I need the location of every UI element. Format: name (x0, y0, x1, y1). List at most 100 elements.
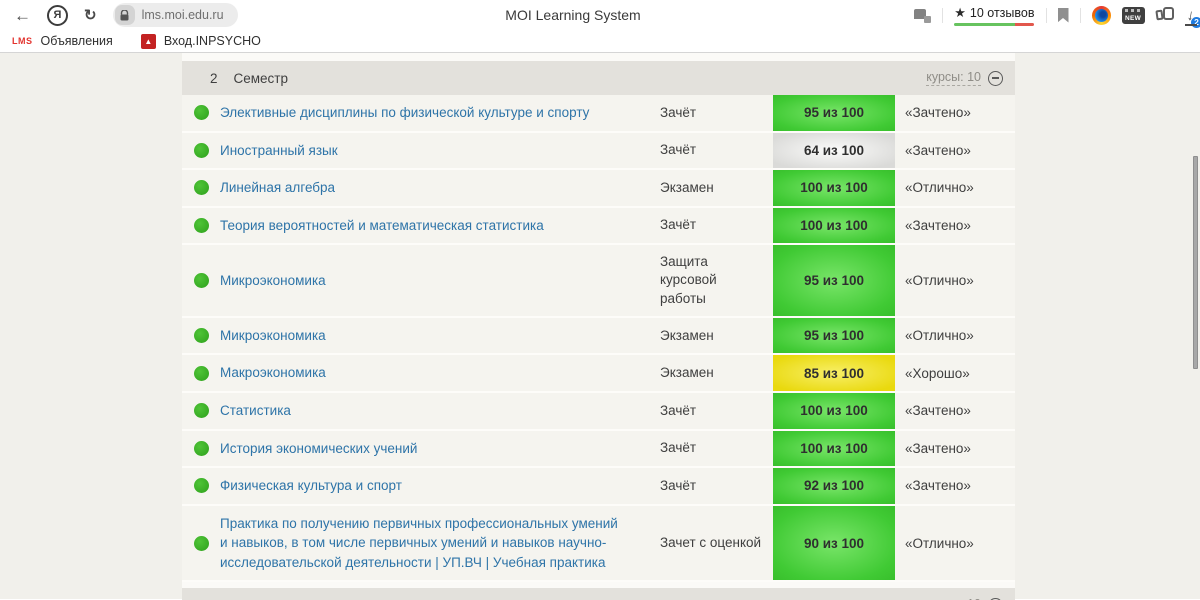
grade-text: «Отлично» (905, 180, 974, 196)
semester-rows: Элективные дисциплины по физической куль… (182, 95, 1015, 583)
score-cell: 90 из 100 (773, 505, 895, 581)
address-bar[interactable]: lms.moi.edu.ru (112, 3, 238, 27)
course-link[interactable]: Практика по получению первичных професси… (220, 515, 618, 570)
table-row: Статистика Зачёт 100 из 100 «Зачтено» (182, 393, 1015, 431)
bookmark-label: Объявления (40, 34, 113, 48)
grade-cell: «Отлично» (895, 170, 1015, 206)
table-top-strip (182, 53, 1015, 61)
toolbar-divider (942, 7, 944, 23)
lms-favicon-icon: LMS (12, 36, 33, 46)
table-row: Микроэкономика Экзамен 95 из 100 «Отличн… (182, 317, 1015, 356)
grade-cell: «Зачтено» (895, 208, 1015, 244)
grade-cell: «Отлично» (895, 245, 1015, 316)
back-icon[interactable]: ← (14, 5, 31, 25)
bookmark-item-announcements[interactable]: LMS Объявления (12, 34, 113, 48)
score-cell: 85 из 100 (773, 355, 895, 392)
control-type: Зачёт (660, 142, 697, 158)
table-row: Макроэкономика Экзамен 85 из 100 «Хорошо… (182, 355, 1015, 394)
table-row: Иностранный язык Зачёт 64 из 100 «Зачтен… (182, 132, 1015, 171)
extension-color-circle-icon[interactable] (1091, 5, 1111, 25)
grade-text: «Зачтено» (905, 105, 971, 121)
table-row: История экономических учений Зачёт 100 и… (182, 430, 1015, 469)
course-link[interactable]: Элективные дисциплины по физической куль… (220, 105, 590, 120)
downloads-button[interactable]: ↓ 2 (1184, 6, 1200, 29)
course-cell: Линейная алгебра (220, 170, 660, 206)
control-type: Защита курсовой работы (660, 254, 717, 306)
course-cell: Элективные дисциплины по физической куль… (220, 95, 660, 131)
status-dot-icon (193, 142, 209, 158)
score-text: 100 из 100 (800, 403, 868, 419)
reviews-count-label: 10 отзывов (969, 5, 1035, 20)
feedback-icon[interactable] (914, 8, 932, 23)
grade-cell: «Отлично» (895, 506, 1015, 581)
collections-icon[interactable] (1154, 6, 1176, 24)
score-cell: 95 из 100 (773, 95, 895, 131)
course-link[interactable]: Микроэкономика (220, 327, 326, 343)
status-dot-icon (193, 478, 209, 494)
control-type-cell: Зачёт (660, 208, 773, 244)
course-link[interactable]: Теория вероятностей и математическая ста… (220, 217, 544, 233)
semester-title: Семестр (233, 70, 289, 86)
bookmark-item-inpsycho[interactable]: ▲ Вход.INPSYCHO (140, 33, 261, 49)
score-cell: 100 из 100 (773, 393, 895, 429)
semester-2-header: 2 Семестр курсы: 10 (182, 61, 1015, 95)
bookmark-label: Вход.INPSYCHO (163, 34, 261, 48)
semester-title: Семестр (234, 598, 289, 600)
site-reviews-button[interactable]: ★ 10 отзывов (954, 4, 1035, 26)
status-dot-icon (193, 328, 209, 344)
score-cell: 64 из 100 (773, 132, 895, 169)
control-type: Зачёт (660, 104, 697, 120)
collapse-semester-icon[interactable] (988, 70, 1003, 86)
inpsycho-favicon-icon: ▲ (140, 33, 156, 49)
scrollbar-thumb[interactable] (1193, 156, 1198, 369)
course-cell: Микроэкономика (220, 318, 660, 354)
grade-text: «Отлично» (905, 273, 974, 289)
star-icon: ★ (954, 4, 966, 20)
course-link[interactable]: История экономических учений (220, 440, 418, 456)
course-link[interactable]: Макроэкономика (220, 365, 326, 381)
score-text: 100 из 100 (800, 440, 868, 456)
bookmark-flag-icon[interactable] (1057, 7, 1069, 23)
status-dot-cell (182, 468, 220, 504)
course-cell: Микроэкономика (220, 245, 660, 316)
score-text: 90 из 100 (803, 535, 865, 551)
score-text: 85 из 100 (803, 365, 865, 381)
score-text: 92 из 100 (803, 478, 865, 494)
control-type-cell: Зачёт (660, 95, 773, 131)
yandex-home-icon[interactable]: Я (47, 4, 68, 26)
control-type-cell: Защита курсовой работы (660, 245, 773, 316)
status-dot-cell (182, 506, 220, 581)
status-dot-cell (182, 208, 220, 244)
url-text: lms.moi.edu.ru (141, 8, 224, 22)
grade-text: «Зачтено» (905, 478, 971, 494)
course-cell: Статистика (220, 393, 660, 429)
new-extension-icon[interactable]: NEW (1121, 6, 1145, 24)
reviews-rating-bar (954, 22, 1035, 26)
course-link[interactable]: Иностранный язык (220, 142, 338, 158)
semester-3-header: 3 Семестр курсы: 10 (182, 588, 1015, 600)
score-text: 95 из 100 (803, 105, 865, 121)
grade-cell: «Зачтено» (895, 133, 1015, 169)
refresh-icon[interactable]: ↻ (84, 6, 97, 24)
course-link[interactable]: Статистика (220, 403, 291, 419)
status-dot-cell (182, 318, 220, 354)
score-cell: 100 из 100 (773, 430, 895, 467)
lock-icon[interactable] (114, 5, 135, 25)
course-link[interactable]: Физическая культура и спорт (220, 478, 402, 494)
semester-number: 2 (210, 70, 218, 86)
status-dot-cell (182, 95, 220, 131)
toolbar-divider (1045, 7, 1047, 23)
courses-count-link[interactable]: курсы: 10 (926, 70, 981, 86)
control-type: Экзамен (660, 179, 714, 195)
courses-count-link[interactable]: курсы: 10 (926, 597, 981, 600)
course-link[interactable]: Линейная алгебра (220, 180, 336, 196)
control-type-cell: Зачёт (660, 431, 773, 467)
score-cell: 92 из 100 (773, 468, 895, 504)
grade-text: «Отлично» (905, 328, 974, 344)
control-type: Экзамен (660, 365, 714, 381)
course-link[interactable]: Микроэкономика (220, 272, 326, 288)
toolbar-right-controls: ★ 10 отзывов NEW ↓ 2 (914, 4, 1200, 29)
table-row: Линейная алгебра Экзамен 100 из 100 «Отл… (182, 170, 1015, 208)
grade-text: «Хорошо» (905, 365, 970, 381)
control-type-cell: Экзамен (660, 170, 773, 206)
